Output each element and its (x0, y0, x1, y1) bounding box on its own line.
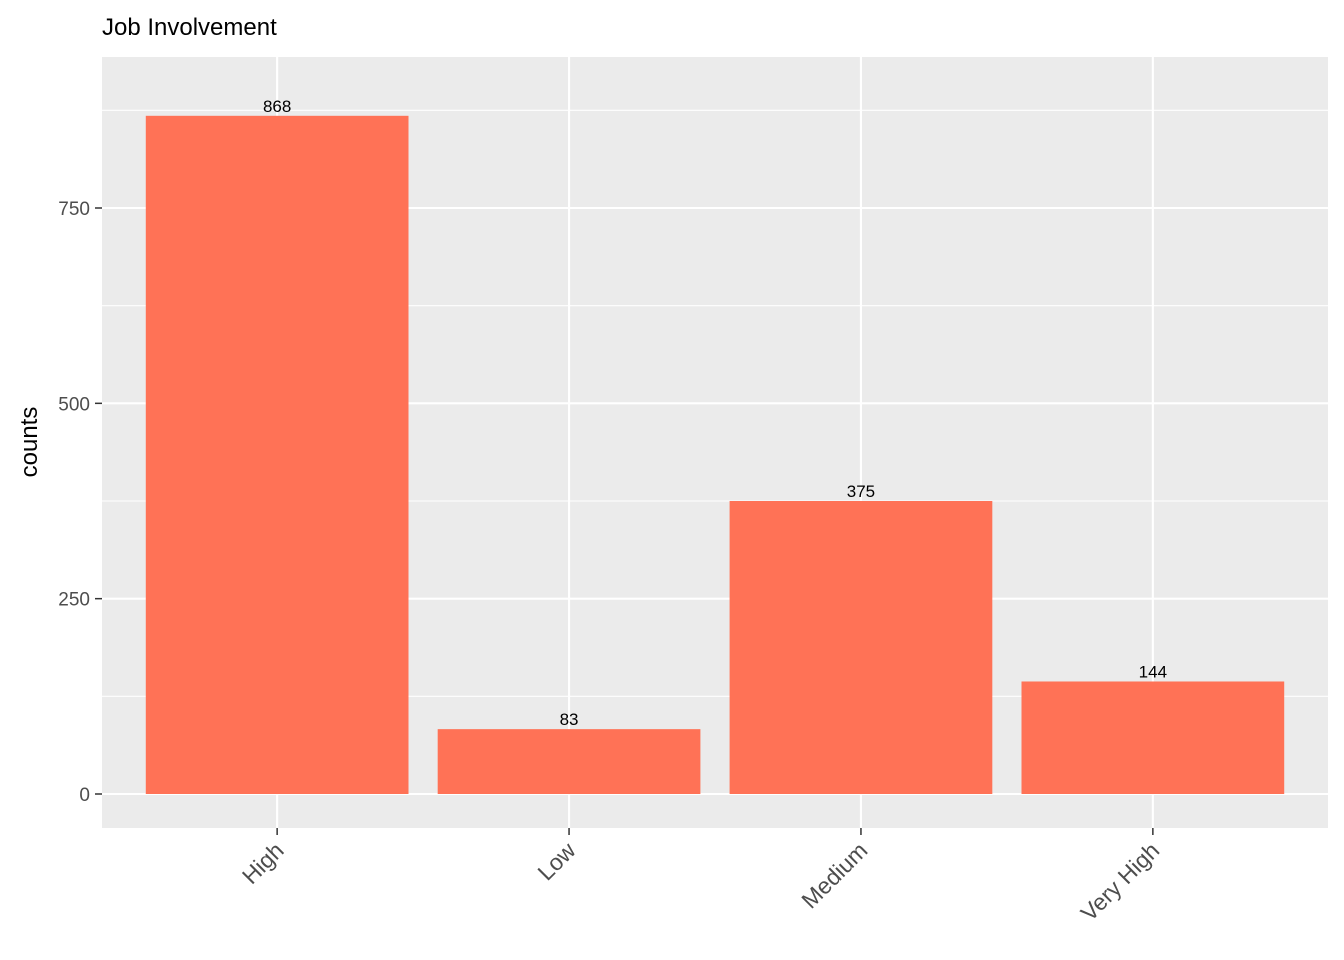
x-axis: High Low Medium Very High (237, 828, 1164, 926)
x-tick-label-low: Low (532, 837, 580, 885)
x-tick-label-medium: Medium (796, 837, 872, 913)
y-tick-label-0: 0 (79, 785, 90, 806)
data-label-high: 868 (263, 97, 291, 116)
y-tick-label-1: 250 (58, 590, 90, 611)
y-axis: 0 250 500 750 (58, 199, 102, 806)
data-labels: 868 83 375 144 (263, 97, 1167, 729)
data-label-medium: 375 (847, 482, 875, 501)
bar-low (437, 729, 701, 794)
y-axis-title: counts (16, 407, 43, 478)
chart-title: Job Involvement (102, 14, 277, 41)
y-tick-label-2: 500 (58, 394, 90, 415)
data-label-very-high: 144 (1139, 662, 1167, 681)
data-label-low: 83 (560, 710, 579, 729)
x-tick-label-very-high: Very High (1075, 837, 1164, 926)
bars (145, 115, 1285, 794)
bar-very-high (1021, 681, 1285, 794)
bar-medium (729, 501, 993, 794)
y-tick-label-3: 750 (58, 199, 90, 220)
bar-high (145, 115, 409, 794)
x-tick-label-high: High (237, 837, 289, 889)
